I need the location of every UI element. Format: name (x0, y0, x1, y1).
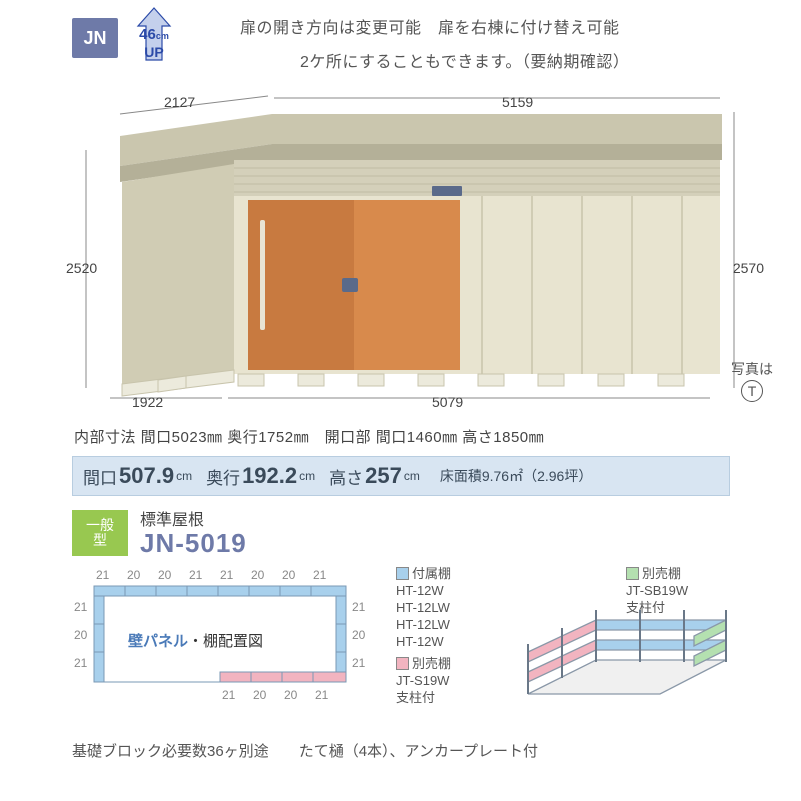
model-code: JN-5019 (140, 528, 247, 559)
up-unit: cm (156, 31, 169, 41)
layout-num: 21 (74, 600, 87, 614)
roof-type: 標準屋根 (140, 506, 204, 530)
layout-num: 21 (352, 656, 365, 670)
main-dimension-bar: 間口507.9cm 奥行192.2cm 高さ257cm 床面積9.76㎡（2.9… (72, 456, 730, 496)
series-badge: JN (72, 18, 118, 58)
layout-num: 21 (315, 688, 328, 702)
footer-notes: 基礎ブロック必要数36ヶ別途 たて樋（4本）、アンカープレート付 (72, 740, 732, 761)
legend-included: 付属棚 HT-12W HT-12LW HT-12LW HT-12W (396, 566, 451, 650)
inner-dimensions: 内部寸法 間口5023㎜ 奥行1752㎜ 開口部 間口1460㎜ 高さ1850㎜ (74, 426, 544, 447)
layout-num: 21 (222, 688, 235, 702)
layout-num: 20 (284, 688, 297, 702)
layout-num: 20 (253, 688, 266, 702)
top-note-2: 2ケ所にすることもできます。（要納期確認） (300, 48, 629, 72)
dim-left-height: 2520 (66, 260, 97, 276)
photo-note: 写真は T (731, 360, 773, 402)
layout-num: 21 (189, 568, 202, 582)
layout-num: 20 (352, 628, 365, 642)
top-note-1: 扉の開き方向は変更可能 扉を右棟に付け替え可能 (240, 14, 620, 38)
layout-num: 21 (313, 568, 326, 582)
layout-num: 21 (96, 568, 109, 582)
dim-roof-depth: 2127 (164, 94, 195, 110)
dim-roof-width: 5159 (502, 94, 533, 110)
color-letter: T (741, 380, 763, 402)
dim-base-depth: 1922 (132, 394, 163, 410)
layout-num: 21 (220, 568, 233, 582)
dim-base-width: 5079 (432, 394, 463, 410)
layout-num: 20 (251, 568, 264, 582)
layout-num: 20 (127, 568, 140, 582)
product-illustration: 2127 5159 2520 2570 1922 5079 (62, 90, 762, 410)
dim-right-height: 2570 (733, 260, 764, 276)
up-value: 46 (139, 26, 156, 43)
layout-num: 21 (352, 600, 365, 614)
shelf-3d-diagram (520, 590, 730, 710)
layout-num: 20 (158, 568, 171, 582)
layout-num: 21 (74, 656, 87, 670)
model-type-badge: 一般型 (72, 510, 128, 556)
layout-num: 20 (74, 628, 87, 642)
height-up-indicator: 46cm UP (126, 6, 182, 62)
legend-optional-pink: 別売棚 JT-S19W 支柱付 (396, 656, 451, 707)
layout-num: 20 (282, 568, 295, 582)
up-word: UP (126, 44, 182, 60)
layout-title: 壁パネル・棚配置図 (128, 630, 263, 651)
